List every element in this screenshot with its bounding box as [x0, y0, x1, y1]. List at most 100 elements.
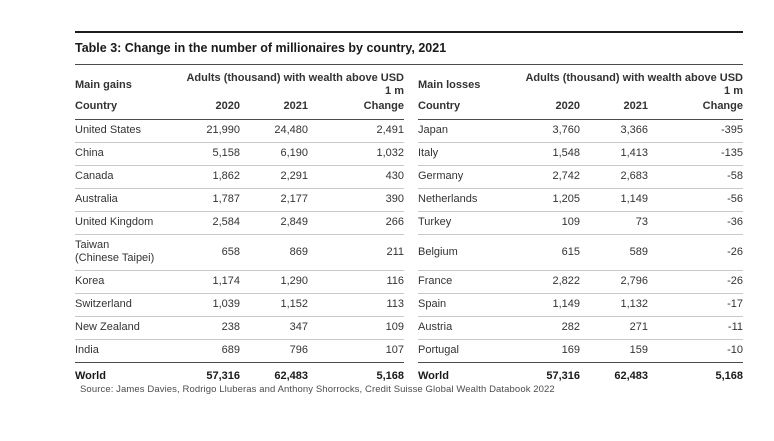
losses-2021-cell: 2,796 — [580, 270, 648, 294]
gains-country-cell: India — [75, 339, 180, 363]
losses-country-cell: Belgium — [418, 234, 523, 271]
losses-2020-cell: 1,205 — [523, 188, 580, 212]
losses-2020-cell: 282 — [523, 316, 580, 340]
gains-change-cell: 109 — [308, 316, 404, 340]
losses-country-cell: Austria — [418, 316, 523, 340]
losses-country-cell: Italy — [418, 142, 523, 166]
losses-country-cell: World — [418, 370, 449, 382]
gains-country-cell: United Kingdom — [75, 211, 180, 235]
losses-country-cell: Spain — [418, 293, 523, 317]
column-gap — [404, 65, 418, 98]
losses-country-cell: Japan — [418, 119, 523, 143]
table-row: United States 21,990 24,480 2,491 Japan 3,760… — [75, 119, 743, 143]
gains-change-cell: 107 — [308, 339, 404, 363]
losses-2020-cell: 615 — [523, 234, 580, 271]
losses-col-2020: 2020 — [523, 98, 580, 120]
losses-change-cell: -17 — [648, 293, 743, 317]
losses-2021-cell: 1,132 — [580, 293, 648, 317]
losses-2020-cell: 3,760 — [523, 119, 580, 143]
losses-2021-cell: 1,149 — [580, 188, 648, 212]
table-body: United States 21,990 24,480 2,491 Japan 3,760… — [75, 119, 743, 392]
gains-2021-cell: 347 — [240, 316, 308, 340]
column-gap — [404, 235, 418, 271]
gains-2021-cell: 2,291 — [240, 165, 308, 189]
table-row: China 5,158 6,190 1,032 Italy 1,548 1,413 -135 — [75, 142, 743, 166]
gains-2021-cell: 6,190 — [240, 142, 308, 166]
column-gap — [404, 317, 418, 340]
gains-country-cell: Switzerland — [75, 293, 180, 317]
table-row: Taiwan (Chinese Taipei) 658 869 211 Belgium 6… — [75, 234, 743, 271]
column-gap — [404, 120, 418, 143]
gains-2021-cell: 796 — [240, 339, 308, 363]
column-header-row: Country 2020 2021 Change Country 2020 20… — [75, 98, 743, 120]
losses-country-cell: Germany — [418, 165, 523, 189]
gains-group-label: Main gains — [75, 78, 132, 91]
gains-country-cell: Korea — [75, 270, 180, 294]
losses-change-cell: -56 — [648, 188, 743, 212]
losses-2021-cell: 159 — [580, 339, 648, 363]
source-note: Source: James Davies, Rodrigo Lluberas a… — [80, 384, 555, 395]
gains-change-cell: 116 — [308, 270, 404, 294]
gains-2020-cell: 658 — [180, 234, 240, 271]
gains-change-cell: 5,168 — [376, 370, 404, 382]
losses-change-cell: -58 — [648, 165, 743, 189]
losses-2020-cell: 2,742 — [523, 165, 580, 189]
losses-2021-cell: 62,483 — [614, 370, 648, 382]
gains-change-cell: 266 — [308, 211, 404, 235]
losses-2021-cell: 2,683 — [580, 165, 648, 189]
gains-country-cell: New Zealand — [75, 316, 180, 340]
gains-country-cell: United States — [75, 119, 180, 143]
table-row: India 689 796 107 Portugal 169 159 -10 — [75, 339, 743, 363]
losses-change-cell: -135 — [648, 142, 743, 166]
column-gap — [404, 189, 418, 212]
losses-2020-cell: 1,548 — [523, 142, 580, 166]
column-gap — [404, 212, 418, 235]
losses-span-header: Adults (thousand) with wealth above USD … — [525, 72, 743, 97]
losses-change-cell: -10 — [648, 339, 743, 363]
losses-2021-cell: 271 — [580, 316, 648, 340]
gains-country-cell: Taiwan (Chinese Taipei) — [75, 234, 180, 271]
table-row: Australia 1,787 2,177 390 Netherlands 1,205 1,… — [75, 188, 743, 212]
gains-country-cell: World — [75, 370, 106, 382]
losses-col-2021: 2021 — [580, 98, 648, 120]
losses-change-cell: -11 — [648, 316, 743, 340]
losses-country-cell: Netherlands — [418, 188, 523, 212]
losses-2020-cell: 169 — [523, 339, 580, 363]
column-gap — [404, 166, 418, 189]
gains-2020-cell: 689 — [180, 339, 240, 363]
gains-col-change: Change — [308, 98, 404, 120]
table-row: Korea 1,174 1,290 116 France 2,822 2,796 -26 — [75, 270, 743, 294]
losses-change-cell: -395 — [648, 119, 743, 143]
column-gap — [404, 143, 418, 166]
losses-group-label: Main losses — [418, 78, 481, 91]
gains-2021-cell: 62,483 — [274, 370, 308, 382]
gains-2021-cell: 869 — [240, 234, 308, 271]
table-row: Canada 1,862 2,291 430 Germany 2,742 2,683 -58 — [75, 165, 743, 189]
gains-change-cell: 430 — [308, 165, 404, 189]
gains-2020-cell: 1,039 — [180, 293, 240, 317]
losses-col-country: Country — [418, 98, 523, 120]
gains-2020-cell: 57,316 — [206, 370, 240, 382]
table-3-block: Table 3: Change in the number of million… — [75, 31, 743, 391]
gains-2021-cell: 1,152 — [240, 293, 308, 317]
gains-2021-cell: 24,480 — [240, 119, 308, 143]
losses-2020-cell: 2,822 — [523, 270, 580, 294]
gains-change-cell: 113 — [308, 293, 404, 317]
losses-country-cell: Turkey — [418, 211, 523, 235]
gains-col-country: Country — [75, 98, 180, 120]
losses-change-cell: -26 — [648, 270, 743, 294]
table-row: Switzerland 1,039 1,152 113 Spain 1,149 1,132-… — [75, 293, 743, 317]
gains-change-cell: 1,032 — [308, 142, 404, 166]
losses-country-cell: Portugal — [418, 339, 523, 363]
world-total-row: World 57,316 62,483 5,168 World 57,316 62,483 5… — [75, 363, 743, 392]
table-row: United Kingdom 2,584 2,849 266 Turkey 109 73 -3… — [75, 211, 743, 235]
losses-2021-cell: 589 — [580, 234, 648, 271]
losses-col-change: Change — [648, 98, 743, 120]
gains-2020-cell: 1,174 — [180, 270, 240, 294]
losses-change-cell: -36 — [648, 211, 743, 235]
gains-span-header: Adults (thousand) with wealth above USD … — [186, 72, 404, 97]
gains-country-cell: Canada — [75, 165, 180, 189]
losses-2021-cell: 1,413 — [580, 142, 648, 166]
column-gap — [404, 340, 418, 363]
